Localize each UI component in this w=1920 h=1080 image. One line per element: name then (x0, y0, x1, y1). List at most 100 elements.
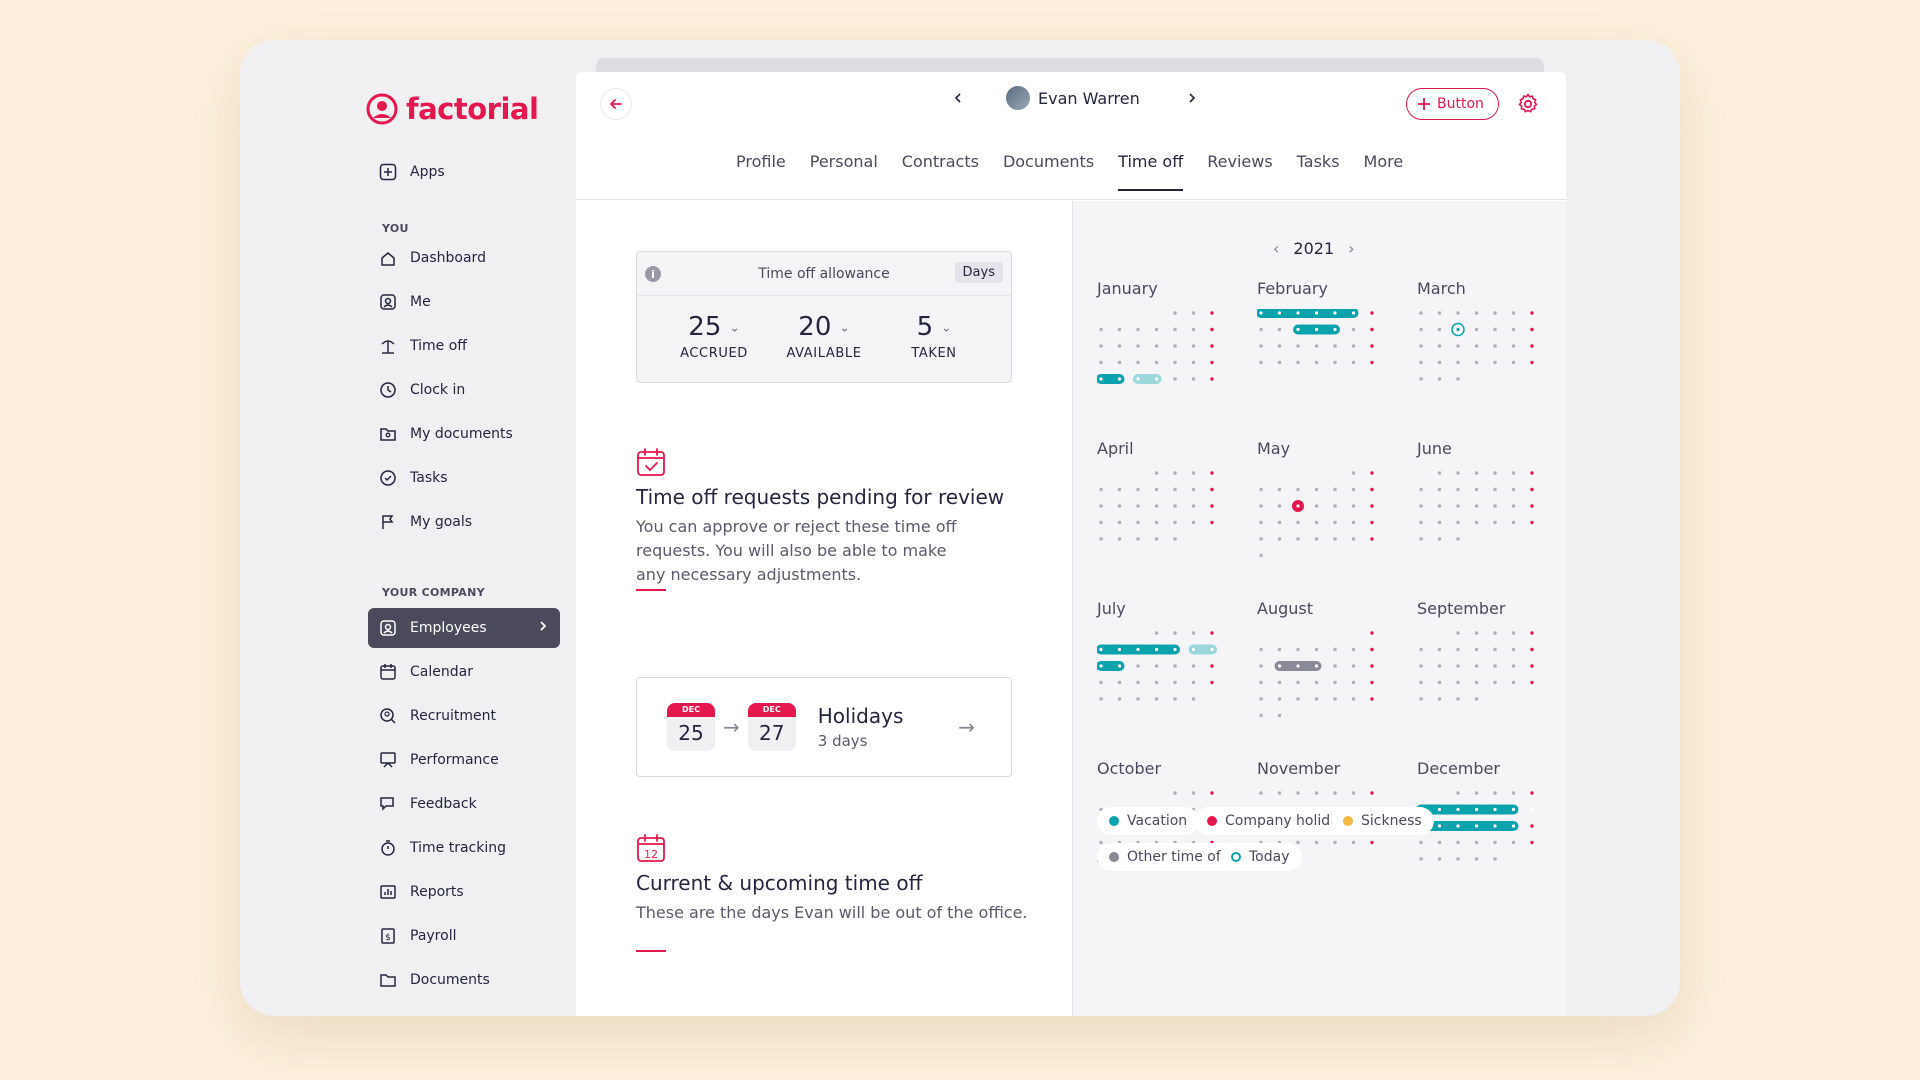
day-dot[interactable] (1530, 680, 1534, 685)
day-dot[interactable] (1419, 857, 1423, 861)
time-off-range[interactable] (1417, 804, 1519, 815)
day-dot[interactable] (1154, 360, 1159, 365)
day-dot[interactable] (1351, 680, 1356, 685)
day-dot[interactable] (1277, 344, 1282, 348)
day-dot[interactable] (1314, 487, 1319, 492)
day-dot[interactable] (1277, 327, 1282, 332)
day-dot[interactable] (1099, 840, 1103, 845)
day-dot[interactable] (1099, 697, 1103, 701)
day-dot[interactable] (1154, 631, 1159, 635)
day-dot[interactable] (1277, 647, 1282, 652)
day-dot[interactable] (1351, 537, 1356, 541)
day-dot[interactable] (1419, 311, 1423, 315)
day-dot[interactable] (1493, 857, 1497, 861)
day-dot[interactable] (1370, 360, 1374, 365)
day-dot[interactable] (1117, 360, 1122, 365)
day-dot[interactable] (1530, 487, 1534, 492)
day-dot[interactable] (1370, 647, 1374, 652)
day-dot[interactable] (1314, 520, 1319, 525)
stat-accrued[interactable]: 25 ⌄ ACCRUED (673, 312, 755, 361)
day-dot[interactable] (1173, 377, 1177, 381)
primary-button[interactable]: Button (1406, 88, 1499, 120)
day-dot[interactable] (1437, 824, 1442, 828)
day-dot[interactable] (1456, 857, 1460, 861)
day-dot[interactable] (1136, 520, 1140, 525)
day-dot[interactable] (1173, 520, 1177, 525)
day-dot[interactable] (1259, 791, 1263, 795)
time-off-range[interactable] (1188, 644, 1218, 655)
day-dot[interactable] (1351, 697, 1356, 701)
day-dot[interactable] (1437, 377, 1442, 381)
tab-personal[interactable]: Personal (809, 152, 878, 171)
day-dot[interactable] (1370, 631, 1374, 635)
day-dot[interactable] (1154, 377, 1159, 381)
time-off-range[interactable] (1097, 661, 1125, 671)
day-dot[interactable] (1210, 647, 1214, 652)
day-dot[interactable] (1099, 487, 1103, 492)
day-dot[interactable] (1210, 360, 1214, 365)
day-dot[interactable] (1154, 504, 1159, 508)
back-button[interactable] (600, 88, 632, 120)
sidebar-item-time-tracking[interactable]: Time tracking (368, 828, 560, 868)
tab-tasks[interactable]: Tasks (1296, 152, 1340, 171)
day-dot[interactable] (1493, 344, 1497, 348)
sidebar-item-calendar[interactable]: Calendar (368, 652, 560, 692)
day-dot[interactable] (1117, 344, 1122, 348)
day-dot[interactable] (1191, 697, 1196, 701)
day-dot[interactable] (1474, 791, 1479, 795)
day-dot[interactable] (1210, 520, 1214, 525)
day-dot[interactable] (1474, 647, 1479, 652)
day-dot[interactable] (1296, 344, 1300, 348)
day-dot[interactable] (1210, 377, 1214, 381)
day-dot[interactable] (1351, 791, 1356, 795)
day-dot[interactable] (1191, 631, 1196, 635)
day-dot[interactable] (1154, 471, 1159, 475)
day-dot[interactable] (1191, 327, 1196, 332)
day-dot[interactable] (1136, 377, 1140, 381)
day-dot[interactable] (1351, 327, 1356, 332)
chevron-left-icon[interactable]: ‹ (1273, 239, 1280, 258)
day-dot[interactable] (1493, 647, 1497, 652)
day-dot[interactable] (1511, 504, 1516, 508)
day-dot[interactable] (1173, 327, 1177, 332)
day-dot[interactable] (1136, 360, 1140, 365)
day-dot[interactable] (1456, 697, 1460, 701)
day-dot[interactable] (1474, 520, 1479, 525)
day-dot[interactable] (1136, 344, 1140, 348)
day-dot[interactable] (1173, 791, 1177, 795)
day-dot[interactable] (1296, 840, 1300, 845)
day-dot[interactable] (1173, 471, 1177, 475)
day-dot[interactable] (1277, 360, 1282, 365)
day-dot[interactable] (1419, 377, 1423, 381)
tab-reviews[interactable]: Reviews (1207, 152, 1273, 171)
day-dot[interactable] (1277, 537, 1282, 541)
day-dot[interactable] (1474, 631, 1479, 635)
day-dot[interactable] (1314, 791, 1319, 795)
day-dot[interactable] (1117, 504, 1122, 508)
day-dot[interactable] (1437, 504, 1442, 508)
day-dot[interactable] (1474, 680, 1479, 685)
day-dot[interactable] (1277, 680, 1282, 685)
day-dot[interactable] (1370, 327, 1374, 332)
day-dot[interactable] (1117, 327, 1122, 332)
day-dot[interactable] (1296, 537, 1300, 541)
day-dot[interactable] (1437, 344, 1442, 348)
day-dot[interactable] (1333, 840, 1337, 845)
day-dot[interactable] (1314, 664, 1319, 668)
day-dot[interactable] (1493, 520, 1497, 525)
stat-taken[interactable]: 5 ⌄ TAKEN (893, 312, 975, 361)
day-dot[interactable] (1456, 537, 1460, 541)
day-dot[interactable] (1259, 553, 1263, 558)
info-icon[interactable]: i (645, 266, 661, 282)
gear-icon[interactable] (1516, 92, 1540, 116)
day-dot[interactable] (1154, 537, 1159, 541)
day-dot[interactable] (1259, 344, 1263, 348)
day-dot[interactable] (1530, 311, 1534, 315)
unit-toggle[interactable]: Days (954, 262, 1003, 283)
day-dot[interactable] (1511, 647, 1516, 652)
day-dot[interactable] (1136, 537, 1140, 541)
day-dot[interactable] (1136, 327, 1140, 332)
day-dot[interactable] (1419, 647, 1423, 652)
day-dot[interactable] (1333, 664, 1337, 668)
day-dot[interactable] (1296, 311, 1300, 315)
